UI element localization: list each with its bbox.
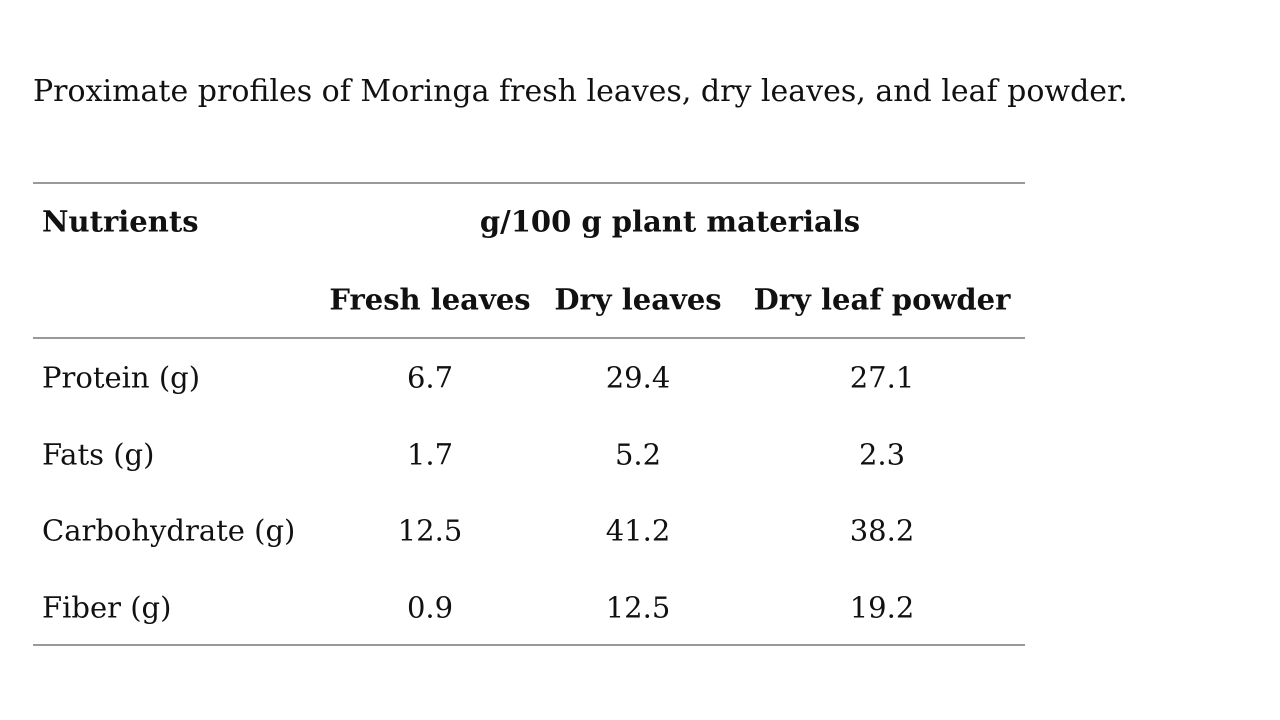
cell-value: 41.2	[605, 513, 671, 548]
cell-value: 29.4	[605, 360, 671, 395]
cell-value: 12.5	[397, 513, 463, 548]
cell-value: 5.2	[614, 437, 662, 472]
cell-value: 1.7	[406, 437, 454, 472]
column-header: Dry leaves	[554, 282, 722, 317]
column-header: Dry leaf powder	[753, 282, 1011, 317]
bottom-rule	[33, 644, 1025, 646]
cell-value: 12.5	[605, 590, 671, 625]
header-rule	[33, 337, 1025, 339]
caption: Proximate profiles of Moringa fresh leav…	[33, 74, 1128, 109]
cell-value: 6.7	[406, 360, 454, 395]
cell-value: 19.2	[849, 590, 915, 625]
cell-value: 0.9	[406, 590, 454, 625]
cell-value: 38.2	[849, 513, 915, 548]
row-label: Fats (g)	[42, 437, 155, 472]
row-label: Protein (g)	[42, 360, 201, 395]
row-label: Carbohydrate (g)	[42, 513, 296, 548]
top-rule	[33, 182, 1025, 184]
group-header: g/100 g plant materials	[479, 204, 861, 239]
cell-value: 2.3	[858, 437, 906, 472]
cell-value: 27.1	[849, 360, 915, 395]
row-label-header: Nutrients	[42, 204, 199, 239]
row-label: Fiber (g)	[42, 590, 172, 625]
column-header: Fresh leaves	[329, 282, 531, 317]
